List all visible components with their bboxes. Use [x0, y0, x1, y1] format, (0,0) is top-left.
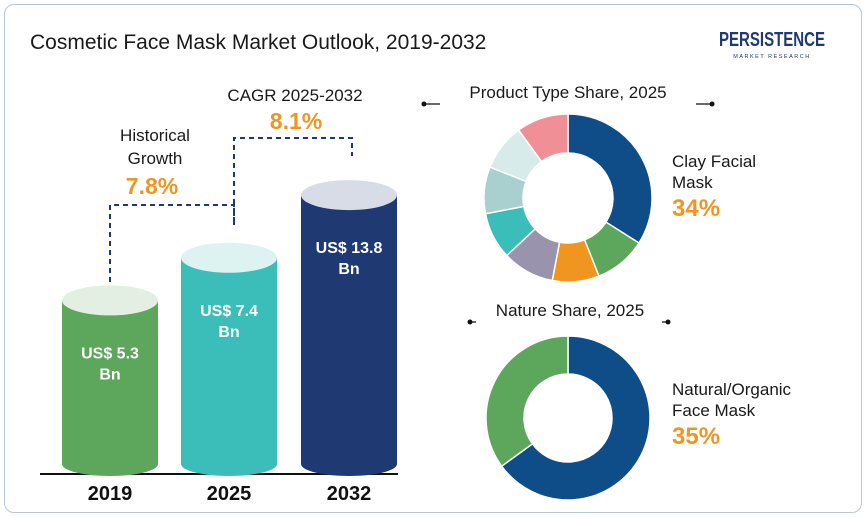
- cagr-connector: [233, 137, 353, 222]
- rule-dot-left: [467, 319, 473, 325]
- organic-mask-label-line1: Natural/Organic: [672, 380, 792, 399]
- product-type-header-bg: [440, 80, 696, 106]
- historical-growth-value: 7.8%: [126, 173, 178, 199]
- rule-dot-right: [709, 101, 715, 107]
- product-type-title: Product Type Share, 2025: [469, 83, 666, 102]
- bar-value-label: US$ 5.3: [81, 345, 139, 362]
- logo-background: [713, 20, 831, 64]
- bar-value-unit: Bn: [218, 324, 239, 341]
- clay-mask-label-line1: Clay Facial: [672, 152, 756, 171]
- historical-growth-label-line2: Growth: [128, 149, 183, 168]
- clay-mask-label-line2: Mask: [672, 173, 713, 192]
- donut-slice: [485, 335, 569, 468]
- bar-top: [62, 285, 158, 316]
- donut-slice: [567, 113, 653, 245]
- bar-value-label: US$ 7.4: [200, 303, 258, 320]
- bar-bottom: [181, 452, 277, 476]
- nature-title: Nature Share, 2025: [496, 301, 644, 320]
- clay-mask-value: 34%: [672, 195, 720, 222]
- organic-mask-label-line2: Face Mask: [672, 401, 756, 420]
- bar-body: [181, 257, 277, 464]
- bar-top: [301, 180, 397, 211]
- bar-bottom: [62, 452, 158, 476]
- bar-value-label: US$ 13.8: [316, 240, 383, 257]
- organic-mask-value: 35%: [672, 423, 720, 450]
- bar-bottom: [301, 452, 397, 476]
- bar-2019: US$ 5.3 Bn: [62, 285, 158, 476]
- x-tick-label: 2025: [207, 483, 252, 505]
- historical-growth-label-line1: Historical: [120, 126, 190, 145]
- logo-subtext: MARKET RESEARCH: [733, 54, 810, 60]
- chart-title: Cosmetic Face Mask Market Outlook, 2019-…: [30, 31, 486, 54]
- logo-text: PERSISTENCE: [719, 29, 825, 51]
- bar-series: US$ 5.3 Bn 2019 US$ 7.4 Bn 2025 US$ 13.8 Bn 2032: [62, 180, 397, 505]
- bar-2032: US$ 13.8 Bn: [301, 180, 397, 476]
- bar-2025: US$ 7.4 Bn: [181, 242, 277, 476]
- nature-donut: [485, 335, 651, 501]
- bar-value-unit: Bn: [338, 261, 359, 278]
- donut-slice: [500, 335, 651, 501]
- x-tick-label: 2019: [88, 483, 133, 505]
- rule-dot-right: [665, 319, 671, 325]
- rule-dot-left: [421, 101, 427, 107]
- bar-body: [62, 300, 158, 464]
- bar-top: [181, 242, 277, 273]
- cagr-value: 8.1%: [270, 108, 322, 134]
- product-type-donut: [483, 113, 653, 283]
- cagr-label: CAGR 2025-2032: [227, 86, 362, 105]
- x-tick-label: 2032: [327, 483, 372, 505]
- nature-header-bg: [476, 297, 662, 324]
- historical-growth-connector: [109, 204, 235, 300]
- bar-body: [301, 195, 397, 464]
- donut-slice: [517, 113, 569, 163]
- brand-logo: PERSISTENCE MARKET RESEARCH: [713, 20, 831, 64]
- bar-value-unit: Bn: [99, 366, 120, 383]
